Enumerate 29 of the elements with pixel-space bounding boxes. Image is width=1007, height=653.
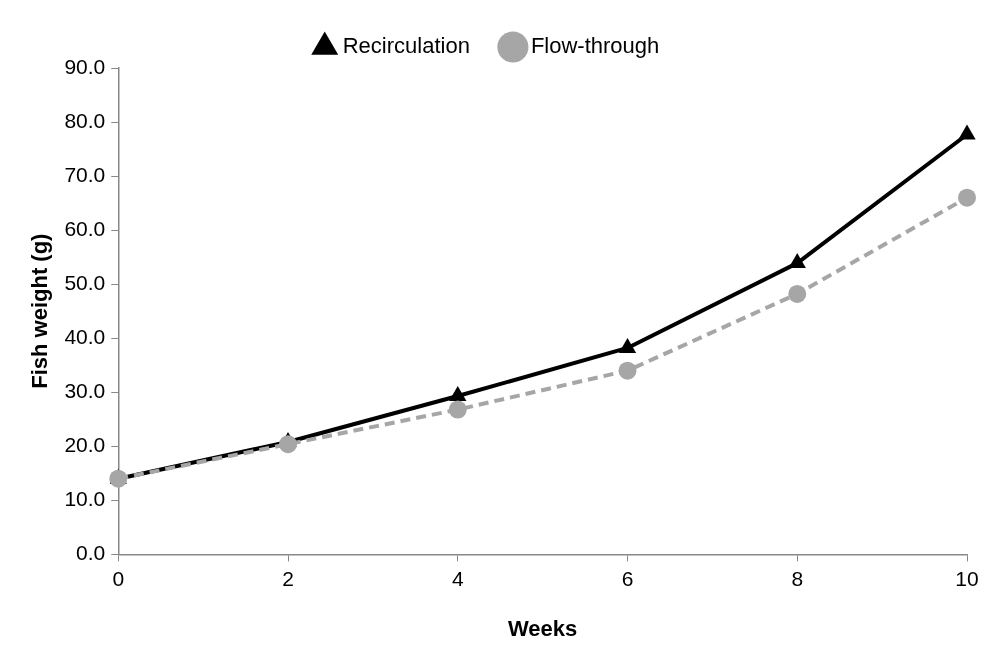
point xyxy=(448,400,467,419)
x-tick-label: 2 xyxy=(282,566,294,590)
point xyxy=(109,469,128,488)
y-tick-label: 30.0 xyxy=(64,379,106,403)
point xyxy=(958,188,976,207)
point xyxy=(449,386,467,402)
point xyxy=(618,361,637,380)
y-tick-label: 80.0 xyxy=(64,108,106,132)
y-tick-label: 70.0 xyxy=(64,162,106,186)
legend-label: Recirculation xyxy=(342,33,470,59)
x-tick-label: 10 xyxy=(955,566,979,590)
x-axis-title: Weeks xyxy=(507,615,578,641)
x-tick-label: 4 xyxy=(451,566,464,590)
point xyxy=(958,124,976,140)
y-tick-label: 0.0 xyxy=(76,541,106,565)
y-tick-label: 40.0 xyxy=(64,325,106,349)
x-tick-label: 8 xyxy=(791,566,804,590)
point xyxy=(788,284,807,303)
point xyxy=(788,253,806,269)
y-tick-label: 10.0 xyxy=(64,487,106,511)
y-tick-label: 60.0 xyxy=(64,216,106,240)
legend-label: Flow-through xyxy=(530,33,660,59)
point xyxy=(279,435,298,454)
y-axis-title: Fish weight (g) xyxy=(27,233,53,389)
y-tick-label: 50.0 xyxy=(64,270,106,294)
x-tick-label: 0 xyxy=(112,566,125,590)
x-tick-label: 6 xyxy=(621,566,634,590)
y-tick-label: 20.0 xyxy=(64,433,106,457)
y-tick-label: 90.0 xyxy=(64,54,106,78)
